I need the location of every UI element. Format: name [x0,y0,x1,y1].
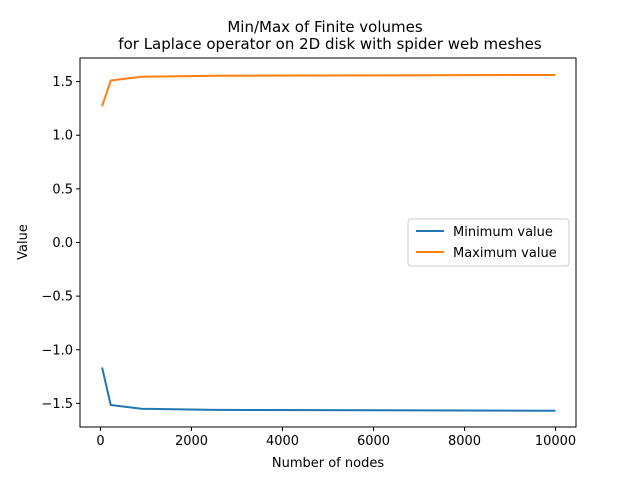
y-axis-label: Value [16,224,31,260]
plot-frame [79,57,577,428]
x-axis-label: Number of nodes [272,456,384,471]
legend-label-minimum: Minimum value [453,225,553,240]
chart-title-line-1: Min/Max of Finite volumes [227,18,423,36]
legend-box [407,218,570,267]
chart-title-line-2: for Laplace operator on 2D disk with spi… [118,35,542,53]
legend: Minimum value Maximum value [407,218,570,267]
y-tick-label: 1.0 [52,129,73,144]
x-tick-label: 2000 [175,434,208,449]
x-tick-label: 6000 [357,434,390,449]
x-tick-label: 10000 [535,434,576,449]
series-line-minimum [101,367,556,412]
series-lines [101,73,556,412]
series-line-maximum [101,73,556,107]
x-tick-label: 0 [96,434,104,449]
x-axis-ticks: 0 2000 4000 6000 8000 10000 [96,427,576,449]
y-tick-label: 0.5 [52,182,73,197]
y-tick-label: −1.5 [41,397,73,412]
x-tick-label: 8000 [448,434,481,449]
y-axis-ticks: −1.5 −1.0 −0.5 0.0 0.5 1.0 1.5 [41,75,80,412]
x-tick-label: 4000 [266,434,299,449]
y-tick-label: −1.0 [41,343,73,358]
y-tick-label: 0.0 [52,236,73,251]
legend-label-maximum: Maximum value [453,246,557,261]
y-tick-label: −0.5 [41,290,73,305]
y-tick-label: 1.5 [52,75,73,90]
